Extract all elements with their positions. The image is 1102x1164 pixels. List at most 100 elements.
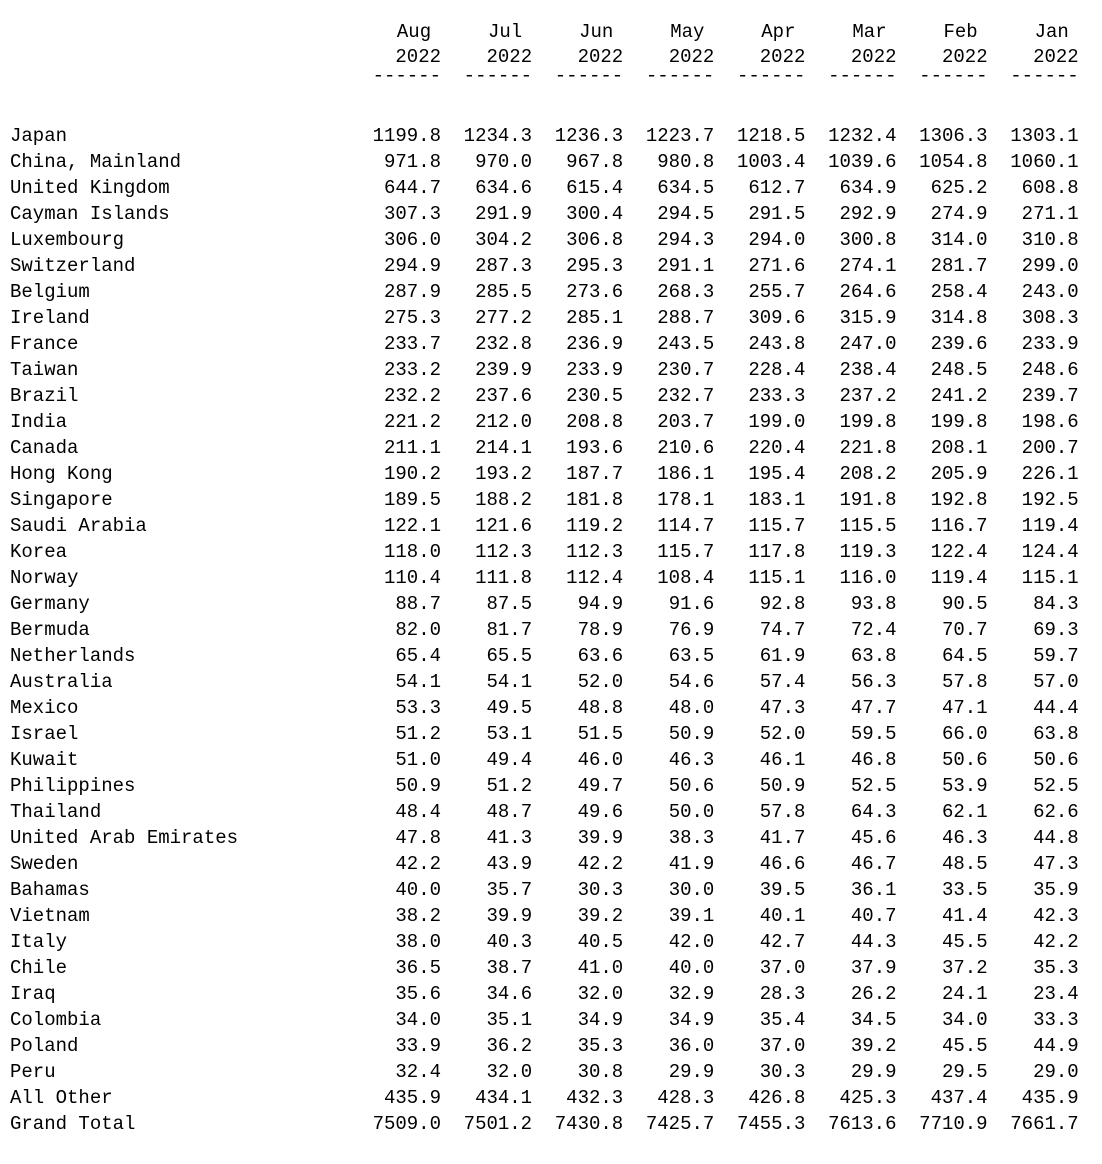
cell-value: 57.8	[942, 671, 988, 693]
cell-value: 88.7	[395, 593, 441, 615]
cell-value: 42.2	[578, 853, 624, 875]
cell-value: 7501.2	[464, 1113, 532, 1135]
cell-value: 50.6	[669, 775, 715, 797]
cell-value: 291.5	[748, 203, 805, 225]
cell-value: 32.9	[669, 983, 715, 1005]
cell-value: 65.4	[395, 645, 441, 667]
row-label: United Arab Emirates	[10, 827, 238, 849]
cell-value: 214.1	[475, 437, 532, 459]
cell-value: 46.0	[578, 749, 624, 771]
cell-value: 7613.6	[828, 1113, 896, 1135]
cell-value: 970.0	[475, 151, 532, 173]
row-label: Poland	[10, 1035, 78, 1057]
row-label: Mexico	[10, 697, 78, 719]
cell-value: 228.4	[748, 359, 805, 381]
column-month: Mar	[852, 21, 886, 43]
cell-value: 221.2	[384, 411, 441, 433]
cell-value: 1218.5	[737, 125, 805, 147]
cell-value: 52.5	[1033, 775, 1079, 797]
cell-value: 32.4	[395, 1061, 441, 1083]
cell-value: 116.7	[931, 515, 988, 537]
cell-value: 314.8	[931, 307, 988, 329]
cell-value: 50.9	[395, 775, 441, 797]
row-label: Taiwan	[10, 359, 78, 381]
cell-value: 84.3	[1033, 593, 1079, 615]
cell-value: 435.9	[384, 1087, 441, 1109]
row-label: Grand Total	[10, 1113, 135, 1135]
cell-value: 57.4	[760, 671, 806, 693]
cell-value: 63.8	[1033, 723, 1079, 745]
row-label: Vietnam	[10, 905, 90, 927]
cell-value: 112.3	[475, 541, 532, 563]
cell-value: 238.4	[839, 359, 896, 381]
column-year: 2022	[760, 46, 806, 68]
cell-value: 32.0	[578, 983, 624, 1005]
cell-value: 199.0	[748, 411, 805, 433]
cell-value: 273.6	[566, 281, 623, 303]
cell-value: 91.6	[669, 593, 715, 615]
row-label: Cayman Islands	[10, 203, 170, 225]
row-label: Netherlands	[10, 645, 135, 667]
cell-value: 50.6	[1033, 749, 1079, 771]
cell-value: 46.3	[669, 749, 715, 771]
cell-value: 34.0	[395, 1009, 441, 1031]
cell-value: 50.9	[760, 775, 806, 797]
cell-value: 221.8	[839, 437, 896, 459]
cell-value: 281.7	[931, 255, 988, 277]
cell-value: 65.5	[486, 645, 532, 667]
column-month: May	[670, 21, 704, 43]
cell-value: 971.8	[384, 151, 441, 173]
row-label: China, Mainland	[10, 151, 181, 173]
cell-value: 200.7	[1022, 437, 1079, 459]
row-label: Italy	[10, 931, 67, 953]
cell-value: 54.1	[395, 671, 441, 693]
cell-value: 310.8	[1022, 229, 1079, 251]
cell-value: 7710.9	[919, 1113, 987, 1135]
cell-value: 53.9	[942, 775, 988, 797]
column-month: Jul	[488, 21, 522, 43]
cell-value: 46.6	[760, 853, 806, 875]
row-label: Kuwait	[10, 749, 78, 771]
cell-value: 309.6	[748, 307, 805, 329]
cell-value: 54.6	[669, 671, 715, 693]
cell-value: 634.5	[657, 177, 714, 199]
cell-value: 35.9	[1033, 879, 1079, 901]
cell-value: 51.0	[395, 749, 441, 771]
cell-value: 211.1	[384, 437, 441, 459]
cell-value: 40.1	[760, 905, 806, 927]
row-label: Thailand	[10, 801, 101, 823]
cell-value: 112.3	[566, 541, 623, 563]
cell-value: 115.1	[748, 567, 805, 589]
cell-value: 33.9	[395, 1035, 441, 1057]
cell-value: 115.5	[839, 515, 896, 537]
cell-value: 208.1	[931, 437, 988, 459]
cell-value: 287.3	[475, 255, 532, 277]
cell-value: 210.6	[657, 437, 714, 459]
cell-value: 255.7	[748, 281, 805, 303]
cell-value: 29.0	[1033, 1061, 1079, 1083]
cell-value: 434.1	[475, 1087, 532, 1109]
cell-value: 62.1	[942, 801, 988, 823]
cell-value: 1199.8	[373, 125, 441, 147]
column-year: 2022	[395, 46, 441, 68]
cell-value: 1003.4	[737, 151, 805, 173]
cell-value: 233.2	[384, 359, 441, 381]
cell-value: 1236.3	[555, 125, 623, 147]
cell-value: 39.9	[486, 905, 532, 927]
cell-value: 76.9	[669, 619, 715, 641]
cell-value: 300.8	[839, 229, 896, 251]
cell-value: 112.4	[566, 567, 623, 589]
column-month: Jan	[1035, 21, 1069, 43]
cell-value: 226.1	[1022, 463, 1079, 485]
cell-value: 208.8	[566, 411, 623, 433]
cell-value: 115.1	[1022, 567, 1079, 589]
cell-value: 50.0	[669, 801, 715, 823]
cell-value: 35.4	[760, 1009, 806, 1031]
column-year: 2022	[851, 46, 897, 68]
cell-value: 57.8	[760, 801, 806, 823]
cell-value: 30.3	[578, 879, 624, 901]
cell-value: 35.3	[1033, 957, 1079, 979]
cell-value: 59.5	[851, 723, 897, 745]
cell-value: 40.5	[578, 931, 624, 953]
